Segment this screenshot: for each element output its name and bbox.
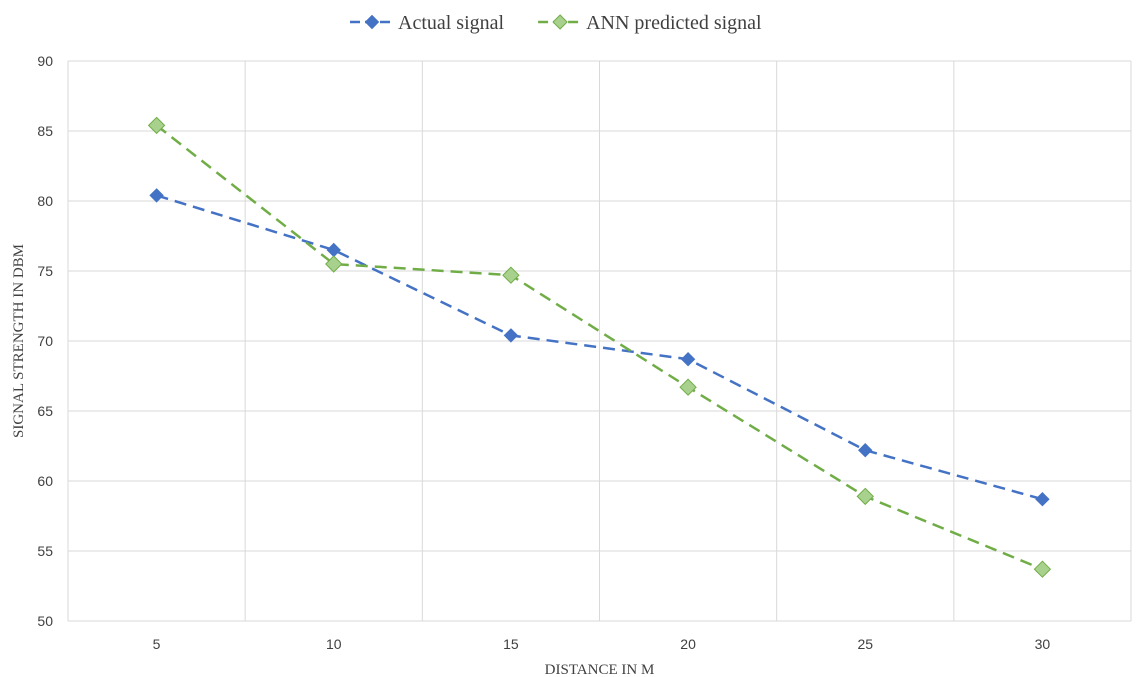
series-layer [147, 116, 1052, 578]
y-tick-label: 90 [37, 53, 53, 69]
y-tick-label: 55 [37, 543, 53, 559]
y-axis-title: SIGNAL STRENGTH IN DBM [11, 244, 27, 438]
y-tick-label: 75 [37, 263, 53, 279]
data-point-marker [858, 442, 873, 458]
y-tick-label: 80 [37, 193, 53, 209]
legend-marker-swatch [364, 14, 380, 30]
data-point-marker [502, 266, 520, 284]
x-tick-label: 5 [153, 636, 161, 652]
x-tick-label: 20 [680, 636, 696, 652]
data-point-marker [149, 188, 164, 203]
axis-layer: 50 55 60 65 70 75 80 85 90 5 10 15 20 25 30 [37, 53, 1050, 652]
data-point-marker [147, 116, 166, 135]
legend: Actual signal ANN predicted signal [350, 12, 762, 34]
series-2 [147, 116, 1052, 578]
series-line [156, 194, 1043, 501]
x-tick-label: 15 [503, 636, 519, 652]
data-point-marker [679, 378, 697, 396]
y-tick-label: 85 [37, 123, 53, 139]
grid-layer [67, 60, 1132, 622]
legend-label: Actual signal [398, 12, 505, 34]
y-tick-label: 65 [37, 403, 53, 419]
y-tick-label: 70 [37, 333, 53, 349]
x-tick-label: 10 [326, 636, 342, 652]
legend-marker-swatch [552, 14, 568, 30]
legend-item-1: Actual signal [350, 12, 505, 34]
x-axis-title: DISTANCE IN M [545, 662, 655, 677]
data-point-marker [856, 487, 874, 506]
data-point-marker [325, 255, 343, 273]
y-tick-label: 50 [37, 613, 53, 629]
data-point-marker [326, 242, 341, 258]
data-point-marker [680, 351, 696, 367]
legend-label: ANN predicted signal [586, 12, 762, 34]
data-point-marker [503, 328, 519, 343]
series-1 [149, 188, 1050, 507]
y-tick-label: 60 [37, 473, 53, 489]
x-tick-label: 30 [1035, 636, 1051, 652]
legend-item-2: ANN predicted signal [538, 12, 762, 34]
data-point-marker [1035, 491, 1050, 507]
data-point-marker [1033, 560, 1052, 578]
x-tick-label: 25 [857, 636, 873, 652]
